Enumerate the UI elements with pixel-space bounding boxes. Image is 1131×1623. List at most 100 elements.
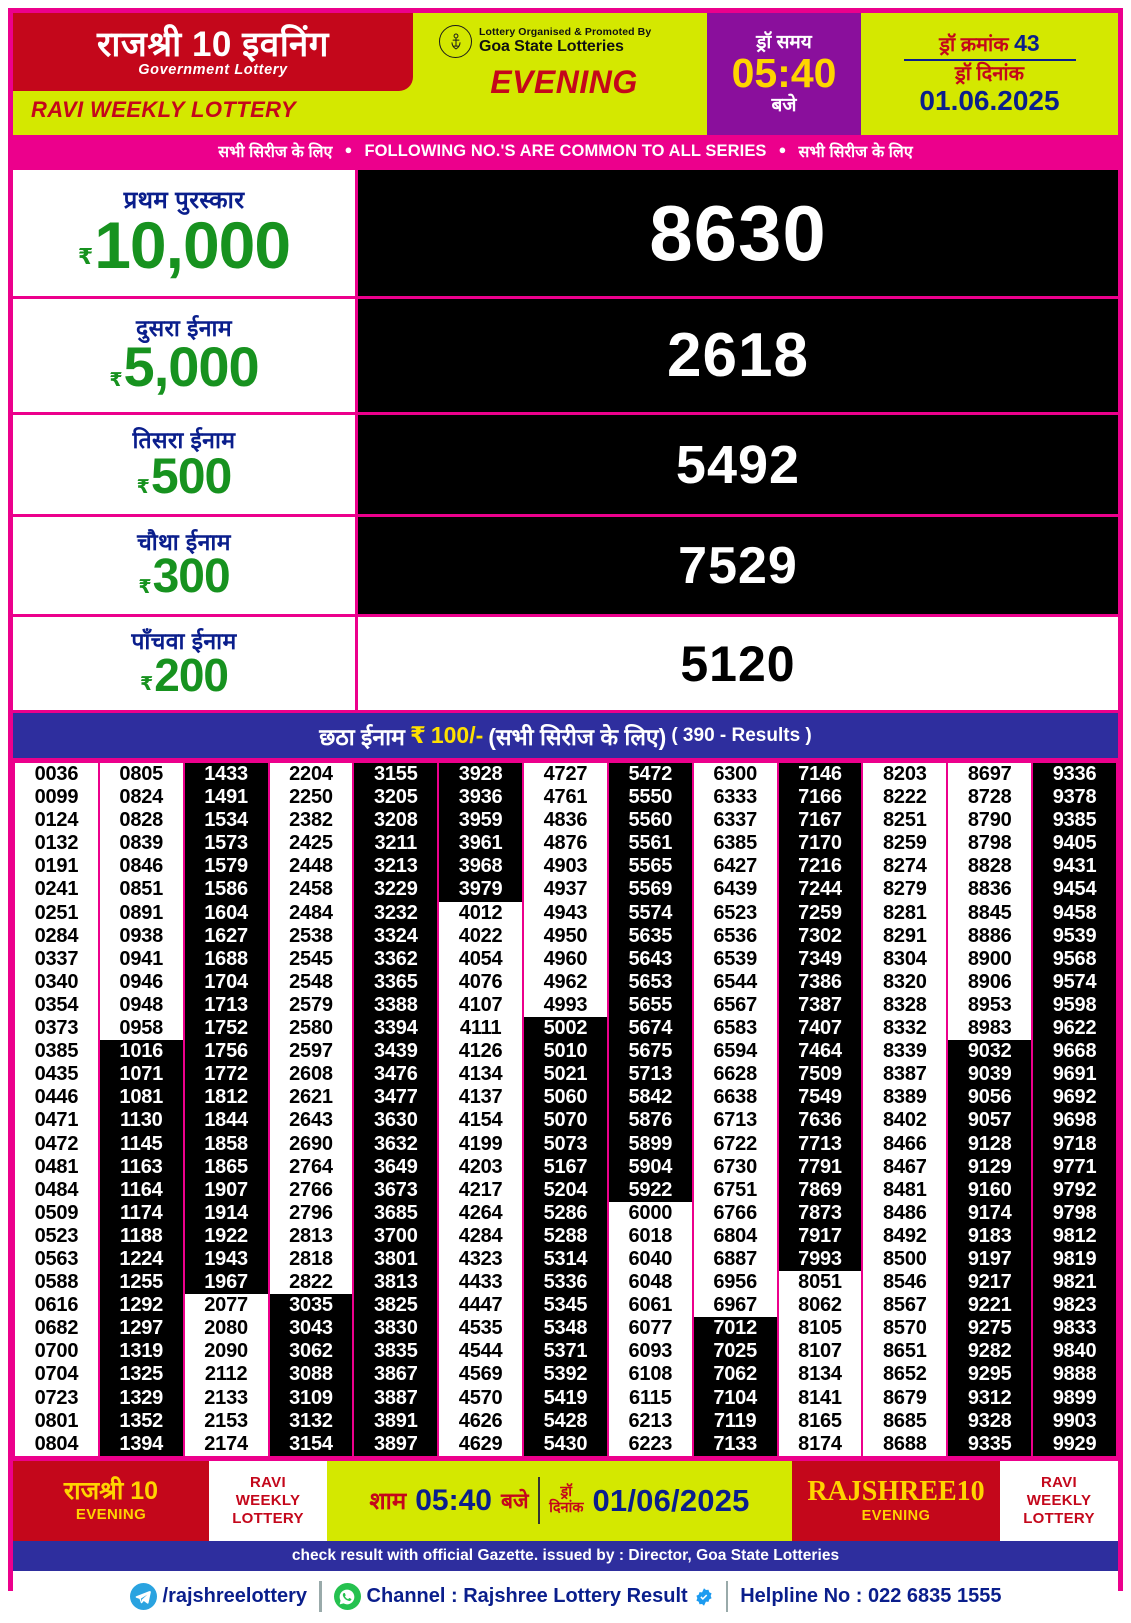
grid-number-cell: 9539 (1033, 924, 1116, 948)
grid-number-cell: 3887 (354, 1386, 438, 1410)
prize-winner-cell-4: 7529 (358, 517, 1118, 614)
grid-number-cell: 5167 (524, 1155, 607, 1179)
grid-number-cell: 7636 (778, 1109, 862, 1133)
grid-number-cell: 1704 (184, 970, 268, 994)
grid-number-cell: 3362 (354, 947, 438, 971)
grid-number-cell: 5288 (524, 1224, 607, 1248)
grid-number-cell: 9840 (1033, 1340, 1116, 1364)
grid-number-cell: 4761 (524, 786, 607, 810)
grid-number-cell: 6385 (693, 832, 777, 856)
grid-number-cell: 4137 (439, 1086, 523, 1110)
prize-label-3: तिसरा ईनाम (132, 426, 236, 453)
grid-number-cell: 3830 (354, 1317, 438, 1341)
common-band-left: सभी सिरीज के लिए (218, 144, 333, 161)
grid-number-cell: 1756 (184, 1040, 268, 1064)
grid-column: 9336 9378 9385 9405 9431 9454 9458 9539 9568 9574… (1033, 763, 1116, 1456)
grid-number-cell: 8481 (863, 1178, 947, 1202)
draw-divider (903, 58, 1076, 62)
grid-number-cell: 3205 (354, 786, 438, 810)
grid-number-cell: 4284 (439, 1224, 523, 1248)
grid-number-cell: 4570 (439, 1386, 523, 1410)
grid-number-cell: 3700 (354, 1224, 438, 1248)
footer-brand-en-block: RAJSHREE10 EVENING (792, 1460, 1000, 1541)
telegram-link[interactable]: /rajshreelottery (129, 1583, 307, 1611)
grid-number-cell: 6048 (608, 1271, 692, 1295)
prize-row-5: पाँचवा ईनाम ₹ 200 5120 (13, 617, 1118, 710)
grid-number-cell: 8281 (863, 901, 947, 925)
helpline-number: Helpline No : 022 6835 1555 (740, 1585, 1002, 1608)
grid-number-cell: 4626 (439, 1409, 523, 1433)
grid-column: 2204 2250 2382 2425 2448 2458 2484 2538 2545 2548… (269, 763, 353, 1456)
grid-number-cell: 3213 (354, 855, 438, 879)
grid-number-cell: 2080 (184, 1317, 268, 1341)
grid-number-cell: 5392 (524, 1363, 607, 1387)
grid-number-cell: 6539 (693, 947, 777, 971)
masthead-organiser-block: Lottery Organised & Promoted By Goa Stat… (421, 13, 707, 135)
grid-number-cell: 0191 (15, 855, 98, 879)
grid-number-cell: 6804 (693, 1224, 777, 1248)
grid-number-cell: 0435 (15, 1063, 98, 1087)
grid-number-cell: 4264 (439, 1201, 523, 1225)
grid-number-cell: 9174 (948, 1201, 1032, 1225)
grid-number-cell: 8651 (863, 1340, 947, 1364)
grid-number-cell: 8304 (863, 947, 947, 971)
grid-number-cell: 8906 (948, 970, 1032, 994)
brand-plate: राजश्री 10 इवनिंग Government Lottery (13, 13, 413, 91)
grid-number-cell: 7549 (778, 1086, 862, 1110)
grid-number-cell: 1579 (184, 855, 268, 879)
footer-brand-hindi-block: राजश्री 10 EVENING (13, 1460, 209, 1541)
grid-number-cell: 2090 (184, 1340, 268, 1364)
grid-number-cell: 5643 (608, 947, 692, 971)
grid-number-cell: 8402 (863, 1109, 947, 1133)
grid-number-cell: 1297 (99, 1317, 183, 1341)
grid-number-cell: 0938 (99, 924, 183, 948)
grid-number-cell: 7464 (778, 1040, 862, 1064)
grid-number-cell: 6093 (608, 1340, 692, 1364)
grid-number-cell: 5002 (524, 1017, 607, 1041)
grid-number-cell: 3897 (354, 1432, 438, 1456)
grid-number-cell: 1164 (99, 1178, 183, 1202)
grid-number-cell: 6108 (608, 1363, 692, 1387)
grid-number-cell: 6638 (693, 1086, 777, 1110)
grid-number-cell: 7062 (693, 1363, 777, 1387)
grid-number-cell: 8165 (778, 1409, 862, 1433)
grid-number-cell: 0616 (15, 1294, 98, 1318)
grid-number-cell: 5842 (608, 1086, 692, 1110)
grid-number-cell: 8062 (778, 1294, 862, 1318)
grid-number-cell: 5073 (524, 1132, 607, 1156)
grid-number-cell: 1573 (184, 832, 268, 856)
whatsapp-icon (333, 1583, 361, 1611)
prize-amount-4: ₹ 300 (138, 552, 230, 600)
grid-number-cell: 8328 (863, 993, 947, 1018)
prize-amount-value-2: 5,000 (123, 335, 260, 399)
whatsapp-link[interactable]: Channel : Rajshree Lottery Result (333, 1583, 714, 1611)
grid-number-cell: 6000 (608, 1201, 692, 1225)
winning-number-3: 5492 (675, 434, 801, 495)
grid-number-cell: 8387 (863, 1063, 947, 1087)
grid-number-cell: 2818 (269, 1247, 353, 1272)
prize-amount-value-1: 10,000 (94, 207, 291, 282)
grid-number-cell: 5070 (524, 1109, 607, 1133)
grid-number-cell: 0472 (15, 1132, 98, 1156)
grid-number-cell: 9821 (1033, 1271, 1116, 1295)
grid-number-cell: 3388 (354, 993, 438, 1018)
prize-label-cell-5: पाँचवा ईनाम ₹ 200 (13, 617, 358, 710)
grid-number-cell: 4535 (439, 1317, 523, 1341)
grid-number-cell: 0801 (15, 1409, 98, 1433)
grid-number-cell: 0846 (99, 855, 183, 879)
grid-number-cell: 9056 (948, 1086, 1032, 1110)
grid-number-cell: 2690 (269, 1132, 353, 1156)
contact-divider-2 (725, 1581, 729, 1613)
grid-number-cell: 3232 (354, 901, 438, 925)
grid-number-cell: 6300 (693, 763, 777, 787)
grid-number-cell: 3229 (354, 878, 438, 902)
grid-number-cell: 6439 (693, 878, 777, 902)
draw-number-row: ड्रॉ क्रमांक 43 (939, 31, 1039, 56)
grid-number-cell: 8836 (948, 878, 1032, 902)
grid-number-cell: 5713 (608, 1063, 692, 1087)
grid-number-cell: 9823 (1033, 1294, 1116, 1318)
grid-number-cell: 5021 (524, 1063, 607, 1087)
grid-number-cell: 4950 (524, 924, 607, 948)
grid-number-cell: 3109 (269, 1386, 353, 1410)
grid-column: 6300 6333 6337 6385 6427 6439 6523 6536 6539 6544… (693, 763, 777, 1456)
